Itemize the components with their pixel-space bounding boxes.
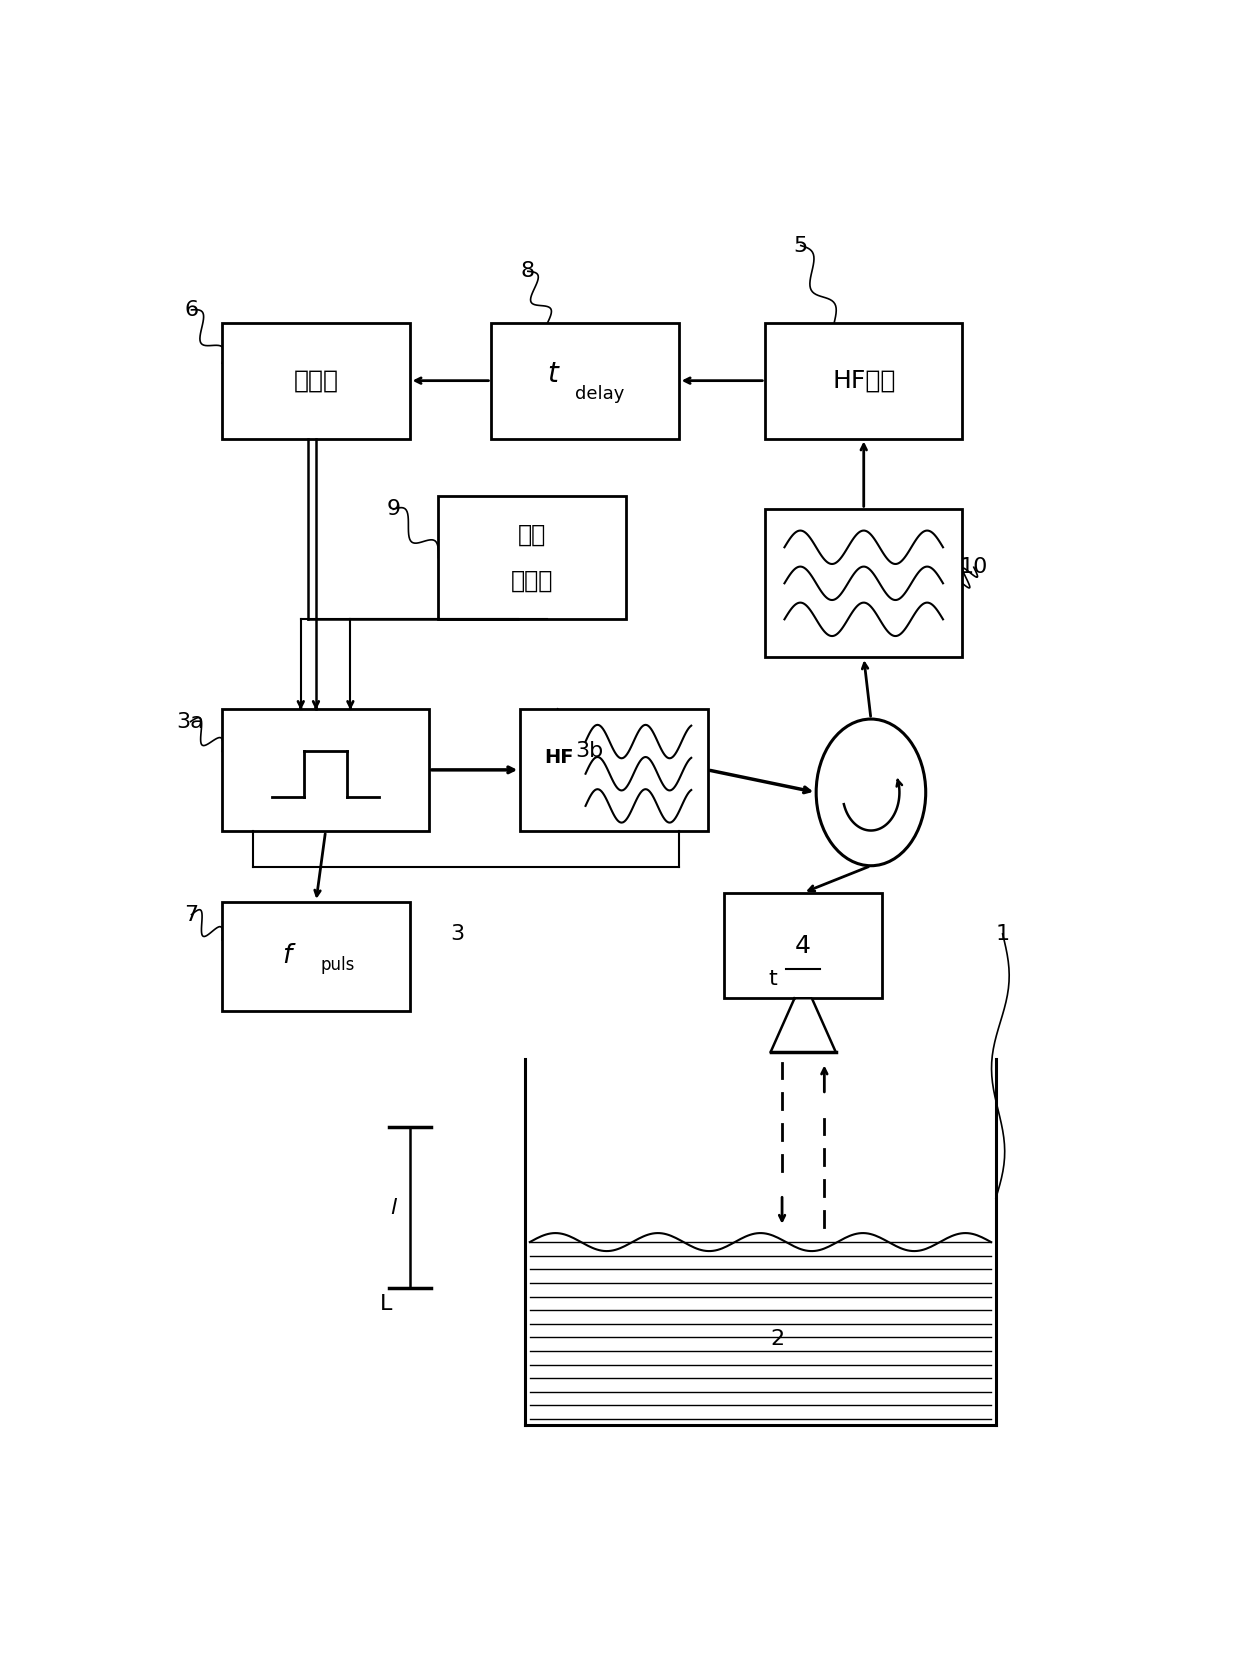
Text: $t$: $t$ (547, 361, 560, 388)
Text: 3a: 3a (176, 712, 205, 732)
Text: 7: 7 (185, 904, 198, 924)
Text: HF: HF (544, 747, 574, 767)
Polygon shape (770, 998, 836, 1053)
Text: 3: 3 (450, 924, 465, 944)
Text: puls: puls (321, 956, 355, 974)
Bar (521, 709, 708, 830)
Text: $f$: $f$ (283, 944, 296, 969)
Text: HF检测: HF检测 (832, 369, 895, 393)
Circle shape (816, 719, 926, 866)
Bar (222, 709, 429, 830)
Bar (491, 323, 678, 438)
Text: 触发器: 触发器 (294, 369, 339, 393)
Text: 初始: 初始 (518, 523, 547, 546)
Text: 4: 4 (795, 934, 811, 957)
Text: t: t (769, 969, 777, 989)
Text: 触发器: 触发器 (511, 568, 553, 593)
Bar (765, 323, 962, 438)
Text: 9: 9 (387, 500, 401, 520)
Bar (765, 510, 962, 657)
Bar (222, 902, 409, 1011)
Text: 3b: 3b (575, 742, 604, 762)
Text: L: L (379, 1295, 392, 1315)
Text: 6: 6 (185, 299, 198, 319)
Text: 10: 10 (960, 556, 988, 576)
Text: delay: delay (575, 384, 625, 403)
Bar (724, 892, 883, 998)
Bar (222, 323, 409, 438)
Bar (439, 496, 626, 618)
Text: l: l (391, 1198, 397, 1218)
Text: 8: 8 (521, 261, 534, 281)
Text: 5: 5 (794, 236, 808, 256)
Text: 1: 1 (996, 924, 1009, 944)
Text: 2: 2 (771, 1328, 785, 1348)
